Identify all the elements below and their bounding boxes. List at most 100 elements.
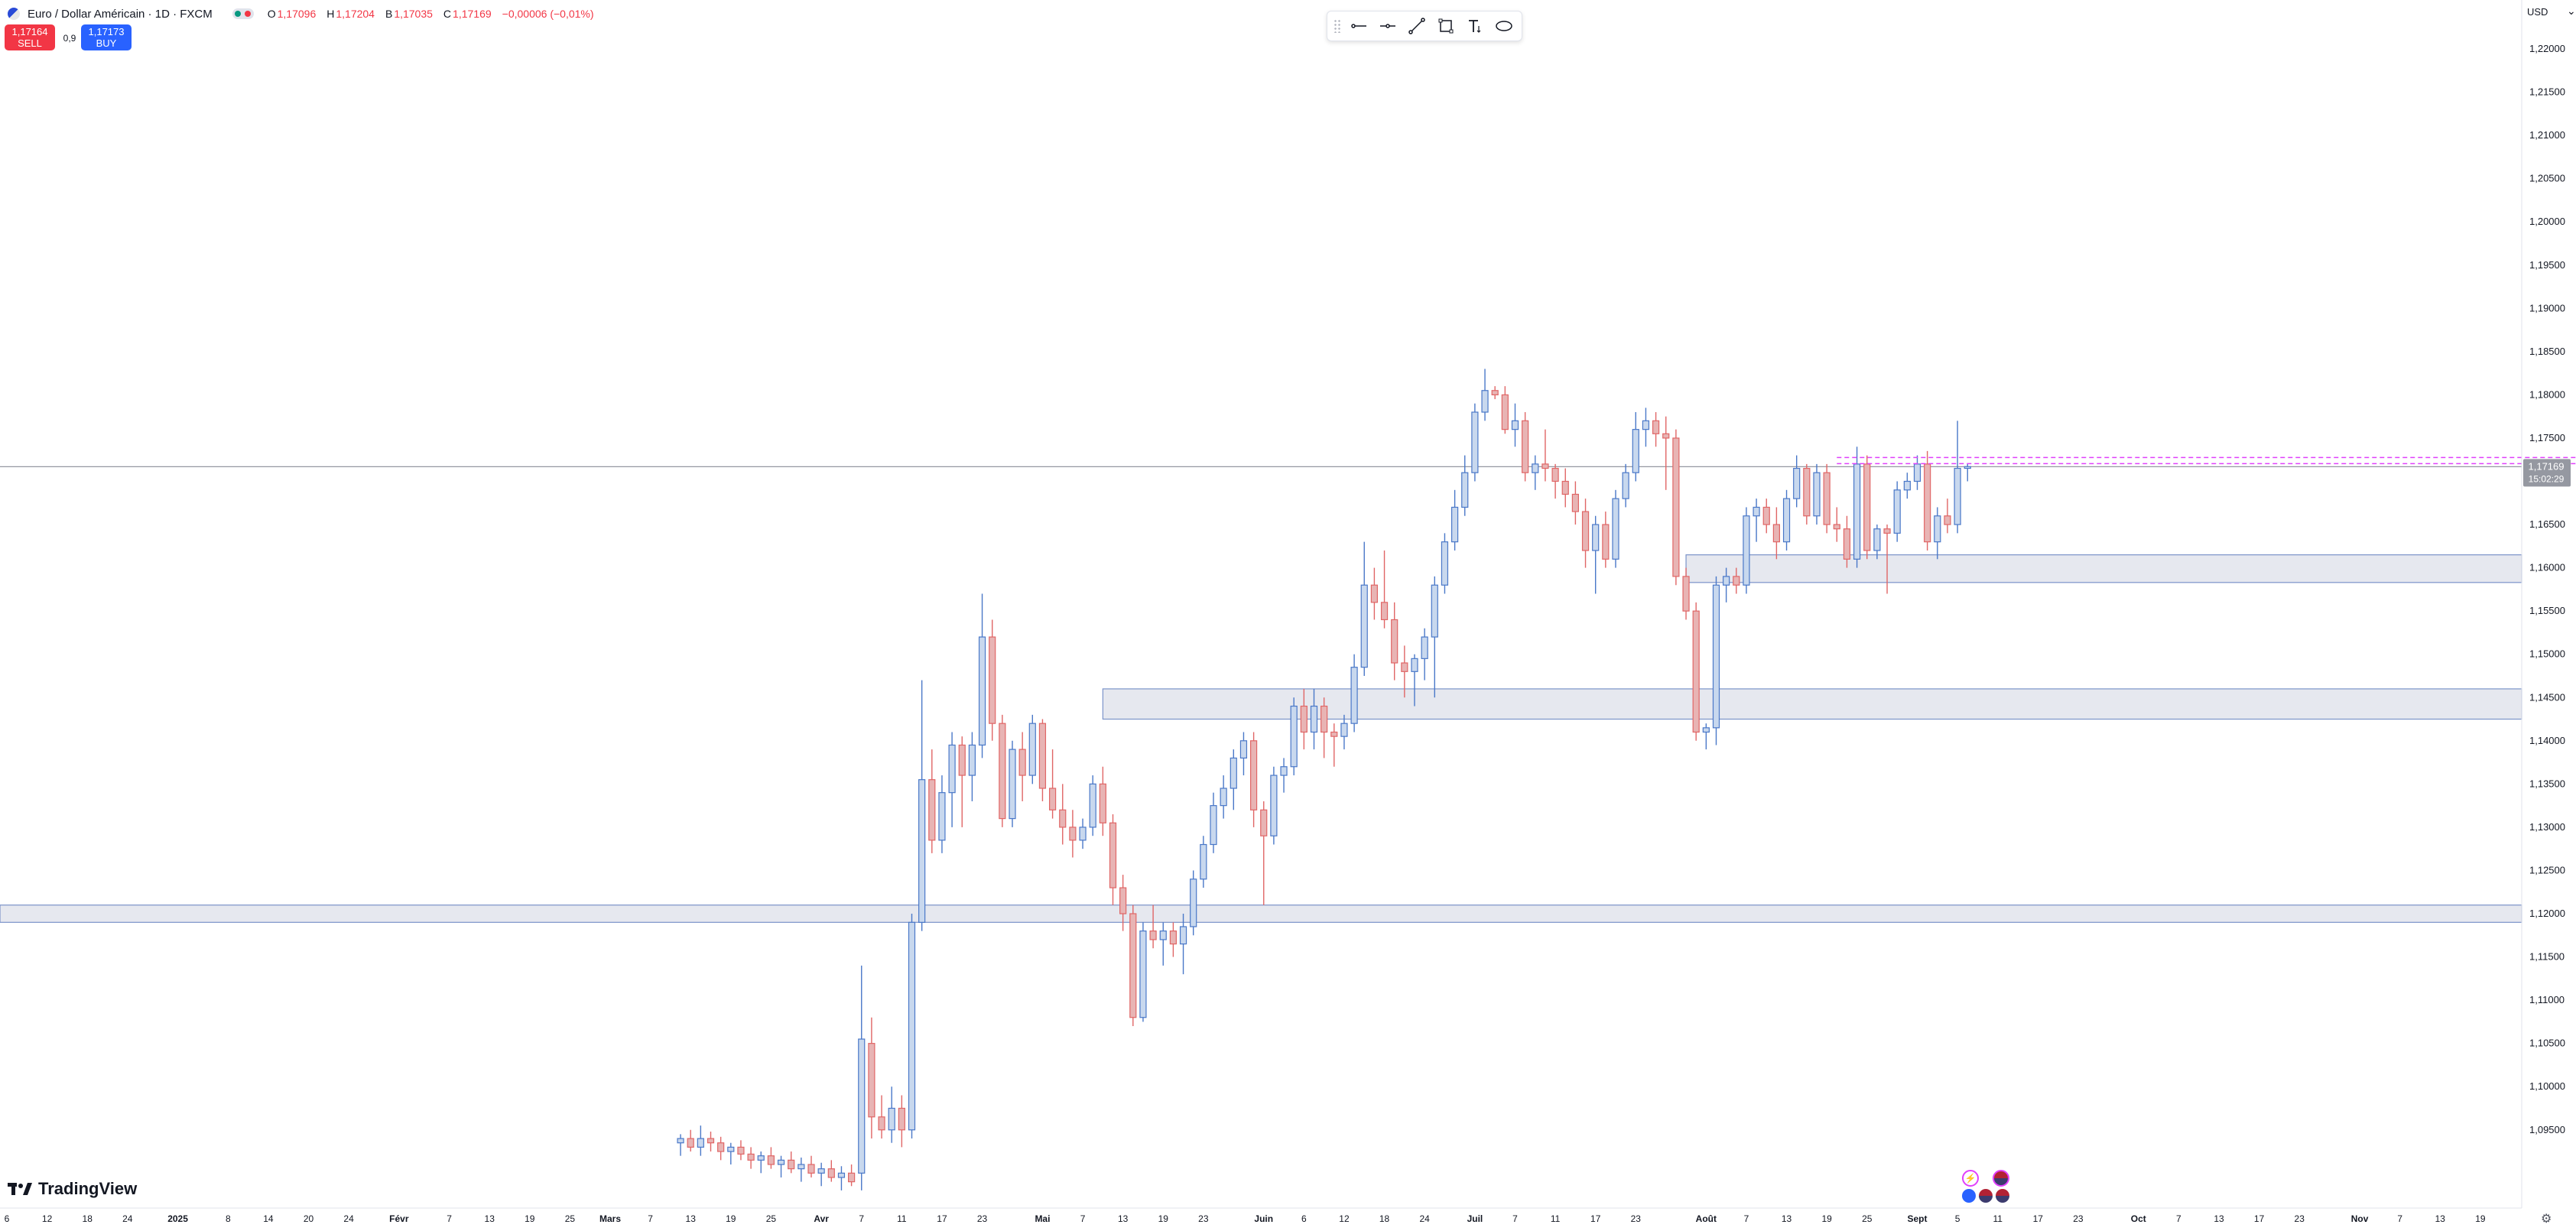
- sell-button[interactable]: 1,17164 SELL: [5, 24, 55, 50]
- candle-body: [1099, 783, 1106, 823]
- price-tick-label: 1,16000: [2529, 562, 2565, 573]
- candle-body: [1431, 584, 1438, 638]
- candle-body: [1863, 463, 1871, 551]
- candle: [1421, 628, 1428, 680]
- candle: [1159, 922, 1167, 966]
- time-tick-label: 7: [1080, 1213, 1086, 1224]
- candle: [1632, 412, 1639, 482]
- candle: [1340, 714, 1348, 750]
- time-tick-label: 23: [977, 1213, 988, 1224]
- candle: [1018, 732, 1026, 801]
- sell-price: 1,17164: [11, 26, 48, 37]
- price-tick-label: 1,15000: [2529, 648, 2565, 660]
- price-tick-label: 1,22000: [2529, 43, 2565, 54]
- candle-body: [1048, 788, 1057, 810]
- brand-name: TradingView: [38, 1179, 138, 1198]
- time-tick-label: 23: [1631, 1213, 1642, 1224]
- candle-body: [1149, 931, 1157, 940]
- lightning-event-icon[interactable]: ⚡: [1962, 1170, 1979, 1187]
- time-tick-label: 18: [83, 1213, 93, 1224]
- candle-body: [1421, 636, 1428, 659]
- candle: [1853, 447, 1861, 568]
- candle-body: [1441, 541, 1449, 586]
- text-tool-icon[interactable]: [1463, 15, 1486, 37]
- candle: [1571, 481, 1579, 525]
- candle-body: [1934, 515, 1941, 543]
- horizontal-ray-icon[interactable]: [1347, 15, 1370, 37]
- candle: [1743, 507, 1750, 594]
- trend-line-icon[interactable]: [1405, 15, 1428, 37]
- price-tick-label: 1,18000: [2529, 388, 2565, 400]
- price-tick-label: 1,19000: [2529, 302, 2565, 313]
- time-tick-label: Août: [1696, 1213, 1717, 1224]
- candle: [1642, 408, 1650, 447]
- candle: [1501, 386, 1509, 434]
- candle-body: [1522, 420, 1529, 473]
- eu-event-icon[interactable]: [1962, 1189, 1976, 1203]
- us-flag-event-icon-2[interactable]: [1979, 1189, 1993, 1203]
- price-tick-label: 1,12500: [2529, 864, 2565, 875]
- price-tick-label: 1,20000: [2529, 216, 2565, 227]
- time-tick-label: 6: [5, 1213, 10, 1224]
- market-status-icon[interactable]: [232, 8, 254, 19]
- candle-body: [1813, 472, 1821, 517]
- us-flag-event-icon-3[interactable]: [1996, 1189, 2009, 1203]
- candle-body: [1109, 822, 1117, 888]
- time-axis[interactable]: 6 12 18 24 2025 8 14 20 24 Févr 7 13 19 25 Mars 7 13 19 25…: [0, 1207, 2522, 1224]
- candle-body: [1290, 705, 1298, 768]
- candle-body: [1411, 658, 1418, 672]
- time-tick-label: Avr: [814, 1213, 829, 1224]
- candle-body: [1260, 809, 1268, 836]
- candle-body: [1823, 472, 1830, 525]
- candle: [1169, 922, 1178, 957]
- buy-button[interactable]: 1,17173 BUY: [81, 24, 132, 50]
- candle-body: [999, 723, 1006, 820]
- price-axis[interactable]: 1,22000 1,21500 1,21000 1,20500 1,20000 1,195…: [2521, 0, 2571, 1208]
- candle: [1592, 515, 1600, 594]
- support-zone-0: [1685, 554, 2522, 583]
- candle: [827, 1160, 835, 1182]
- candle: [1551, 463, 1559, 499]
- candle-body: [1059, 809, 1067, 828]
- candle: [1833, 507, 1840, 542]
- candle: [1944, 499, 1951, 534]
- candle: [1270, 766, 1278, 845]
- candle-body: [697, 1138, 704, 1148]
- candle-body: [807, 1164, 815, 1174]
- ohlc-values: O 1,17096 H 1,17204 B 1,17035 C 1,17169 −0,0…: [268, 8, 594, 20]
- price-tick-label: 1,13500: [2529, 778, 2565, 789]
- symbol-title[interactable]: Euro / Dollar Américain · 1D · FXCM: [28, 7, 213, 21]
- us-flag-event-icon[interactable]: [1993, 1170, 2009, 1187]
- price-tick-label: 1,14500: [2529, 691, 2565, 703]
- candle-body: [1169, 931, 1178, 945]
- ellipse-icon[interactable]: [1493, 15, 1515, 37]
- candle-body: [918, 779, 926, 923]
- time-tick-label: 25: [565, 1213, 576, 1224]
- rectangle-icon[interactable]: [1434, 15, 1457, 37]
- candle-body: [1753, 506, 1760, 517]
- tradingview-logo-icon: [8, 1183, 32, 1195]
- zones-layer: [0, 554, 2522, 923]
- time-tick-label: 2025: [167, 1213, 188, 1224]
- candle: [788, 1151, 795, 1174]
- candle: [1310, 688, 1318, 750]
- candle: [908, 914, 916, 1139]
- candle: [1733, 567, 1740, 594]
- candle: [1803, 463, 1811, 525]
- currency-selector[interactable]: USD: [2527, 6, 2548, 18]
- candle: [697, 1125, 704, 1156]
- candle-body: [1511, 420, 1519, 430]
- horizontal-line-icon[interactable]: [1376, 15, 1399, 37]
- settings-gear-icon[interactable]: ⚙: [2541, 1213, 2552, 1226]
- candle: [1179, 914, 1187, 975]
- time-tick-label: 17: [1590, 1213, 1601, 1224]
- chevron-down-icon[interactable]: ⌄: [2567, 5, 2576, 17]
- time-tick-label: 8: [226, 1213, 231, 1224]
- candle-body: [1632, 429, 1639, 473]
- drag-handle-icon[interactable]: [1333, 19, 1341, 33]
- candle-body: [1350, 667, 1358, 724]
- candle-body: [1541, 463, 1549, 469]
- candle: [1652, 412, 1660, 447]
- candle-body: [1009, 749, 1016, 820]
